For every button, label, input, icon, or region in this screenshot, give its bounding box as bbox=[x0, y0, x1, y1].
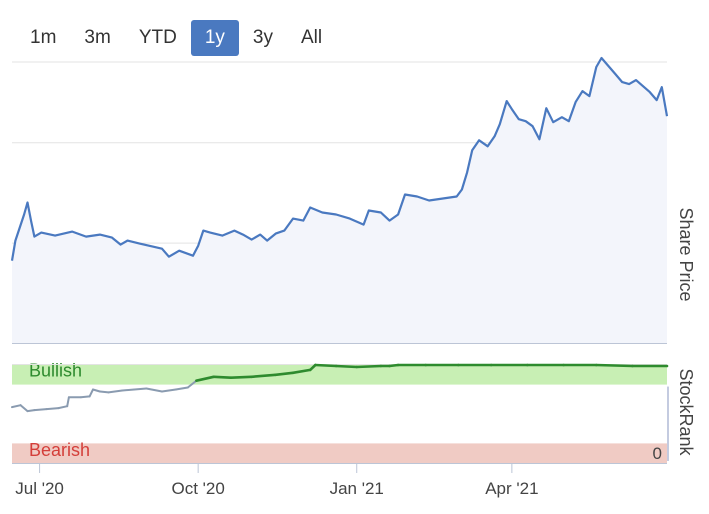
rank-line-segment bbox=[594, 363, 634, 368]
range-selector: 1m 3m YTD 1y 3y All bbox=[16, 20, 336, 56]
rank-line-segment bbox=[314, 363, 338, 368]
rank-line-segment bbox=[57, 405, 69, 410]
x-tick-label: Jul '20 bbox=[15, 479, 64, 498]
rank-line-segment bbox=[19, 404, 29, 413]
rank-line-segment bbox=[66, 396, 70, 408]
rank-line-segment bbox=[229, 375, 253, 380]
bearish-label: Bearish bbox=[29, 440, 90, 460]
rank-line-segment bbox=[133, 387, 148, 391]
range-button-all[interactable]: All bbox=[300, 27, 323, 48]
range-button-ytd[interactable]: YTD bbox=[138, 27, 177, 48]
x-tick-label: Jan '21 bbox=[330, 479, 384, 498]
price-line bbox=[10, 56, 669, 261]
rank-line-segment bbox=[334, 364, 359, 369]
rank-line-segment bbox=[79, 395, 91, 399]
rank-line-segment bbox=[212, 375, 233, 380]
rank-line-segment bbox=[388, 363, 400, 368]
x-tick-label: Apr '21 bbox=[485, 479, 538, 498]
x-tick-label: Oct '20 bbox=[171, 479, 224, 498]
rank-line-segment bbox=[11, 404, 22, 409]
rank-line-segment bbox=[161, 388, 177, 393]
range-button-3y[interactable]: 3y bbox=[252, 27, 273, 48]
rank-line-segment bbox=[274, 371, 295, 377]
price-area bbox=[12, 58, 667, 343]
rank-line-segment bbox=[121, 388, 136, 392]
bullish-band bbox=[12, 365, 667, 385]
rank-line-segment bbox=[186, 379, 198, 389]
rank-line-segment bbox=[33, 408, 48, 412]
rank-line-segment bbox=[92, 388, 101, 393]
bearish-band bbox=[12, 443, 667, 463]
rank-line-segment bbox=[145, 387, 163, 393]
bullish-label: Bullish bbox=[29, 361, 82, 381]
rank-axis-title: StockRank bbox=[676, 368, 696, 456]
rank-line-segment bbox=[355, 364, 383, 369]
rank-line-segment bbox=[250, 373, 278, 379]
range-button-1m[interactable]: 1m bbox=[30, 27, 57, 48]
rank-line-segment bbox=[98, 390, 110, 394]
price-axis-title: Share Price bbox=[676, 207, 696, 301]
rank-tick-label: 0 bbox=[653, 444, 662, 463]
rank-line-segment bbox=[26, 409, 36, 413]
rank-line-segment bbox=[107, 389, 124, 394]
rank-line-segment bbox=[88, 388, 94, 398]
rank-line-segment bbox=[195, 375, 215, 383]
rank-line-segment bbox=[45, 407, 60, 411]
range-button-1y[interactable]: 1y bbox=[190, 20, 239, 56]
rank-line-segment bbox=[174, 386, 189, 391]
range-button-3m[interactable]: 3m bbox=[84, 27, 111, 48]
rank-line-segment bbox=[291, 368, 312, 375]
